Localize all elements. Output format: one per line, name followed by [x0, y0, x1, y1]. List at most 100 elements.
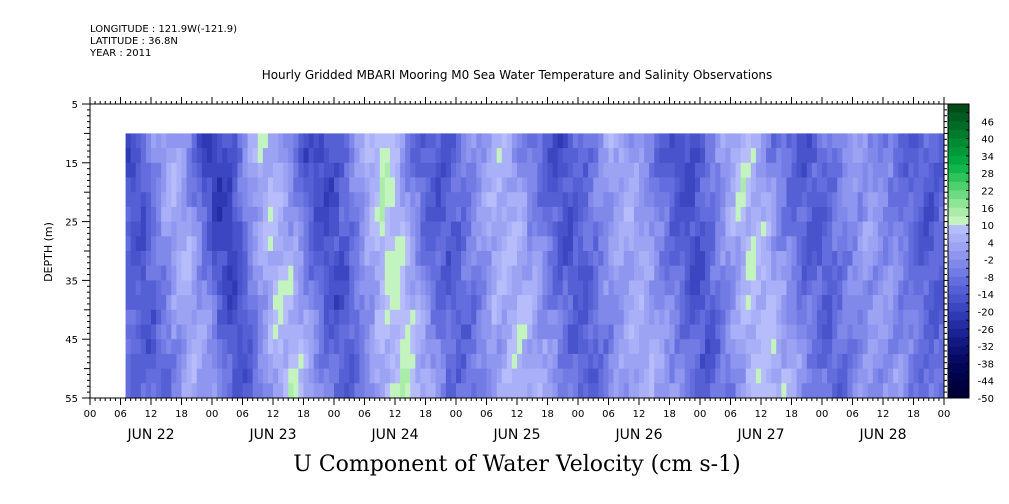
- heat-cell: [893, 177, 899, 193]
- heat-cell: [445, 353, 452, 369]
- heat-cell: [705, 206, 711, 222]
- heat-cell: [481, 383, 487, 399]
- heat-cell: [217, 383, 223, 399]
- heat-cell: [405, 280, 411, 296]
- heat-cell: [715, 339, 721, 355]
- heat-cell: [125, 265, 132, 281]
- heat-cell: [491, 221, 498, 237]
- heat-cell: [440, 148, 447, 164]
- heat-cell: [700, 295, 706, 311]
- heat-cell: [430, 162, 437, 178]
- heat-cell: [425, 177, 431, 193]
- heat-cell: [461, 309, 467, 325]
- heat-cell: [883, 368, 889, 384]
- heat-cell: [801, 206, 808, 222]
- heat-cell: [283, 236, 289, 252]
- heat-cell: [344, 324, 350, 340]
- heat-cell: [527, 265, 533, 281]
- heat-cell: [745, 148, 752, 164]
- heat-cell: [893, 265, 899, 281]
- heat-cell: [877, 206, 884, 222]
- heat-cell: [125, 339, 132, 355]
- heat-cell: [232, 295, 238, 311]
- heat-cell: [537, 353, 543, 369]
- heat-cell: [694, 280, 701, 296]
- heat-cell: [176, 133, 182, 149]
- heat-cell: [384, 236, 391, 252]
- x-tick-label: 06: [602, 409, 615, 420]
- heat-cell: [898, 162, 904, 178]
- heat-cell: [654, 236, 660, 252]
- colorbar-swatch: [948, 337, 969, 347]
- heat-cell: [471, 192, 477, 208]
- heat-cell: [572, 236, 579, 252]
- heat-cell: [364, 206, 370, 222]
- heat-cell: [852, 192, 858, 208]
- heat-cell: [872, 206, 879, 222]
- heat-cell: [476, 206, 482, 222]
- heat-cell: [583, 265, 589, 281]
- heat-cell: [608, 236, 614, 252]
- heat-cell: [883, 353, 889, 369]
- heat-cell: [578, 236, 584, 252]
- heat-cell: [410, 192, 416, 208]
- heat-cell: [628, 368, 635, 384]
- heat-cell: [344, 177, 350, 193]
- heat-cell: [435, 280, 442, 296]
- heat-cell: [913, 236, 919, 252]
- heat-cell: [684, 295, 691, 311]
- heat-cell: [827, 383, 833, 399]
- heat-cell: [771, 353, 777, 369]
- heat-cell: [796, 192, 803, 208]
- heat-cell: [171, 133, 177, 149]
- heat-cell: [928, 265, 935, 281]
- heat-cell: [938, 353, 945, 369]
- heat-cell: [267, 236, 274, 252]
- heat-cell: [140, 133, 147, 149]
- heat-cell: [700, 133, 706, 149]
- heat-cell: [384, 148, 391, 164]
- heat-cell: [298, 162, 304, 178]
- heat-cell: [852, 309, 858, 325]
- heat-cell: [323, 133, 330, 149]
- heat-cell: [720, 177, 726, 193]
- heat-cell: [161, 133, 167, 149]
- heat-cell: [562, 353, 569, 369]
- heat-cell: [323, 162, 330, 178]
- heat-cell: [201, 280, 208, 296]
- heat-cell: [755, 221, 762, 237]
- heat-cell: [537, 148, 543, 164]
- heat-cell: [140, 353, 147, 369]
- heat-cell: [664, 251, 670, 267]
- heat-cell: [750, 368, 757, 384]
- heat-cell: [420, 280, 426, 296]
- heat-cell: [339, 236, 345, 252]
- heat-cell: [481, 309, 487, 325]
- heat-cell: [445, 265, 452, 281]
- x-tick-label: 06: [480, 409, 493, 420]
- heat-cell: [557, 265, 564, 281]
- heat-cell: [766, 236, 772, 252]
- heat-cell: [684, 368, 691, 384]
- heat-cell: [334, 192, 340, 208]
- heat-cell: [461, 280, 467, 296]
- heat-cell: [730, 162, 736, 178]
- heat-cell: [811, 324, 818, 340]
- heat-cell: [374, 236, 381, 252]
- heat-cell: [918, 324, 925, 340]
- heat-cell: [623, 280, 630, 296]
- heat-cell: [171, 383, 177, 399]
- heat-cell: [425, 133, 431, 149]
- heat-cell: [273, 206, 279, 222]
- heat-cell: [532, 339, 538, 355]
- heat-cell: [547, 353, 553, 369]
- heat-cell: [669, 251, 675, 267]
- heat-cell: [694, 162, 701, 178]
- heat-cell: [710, 280, 716, 296]
- heat-cell: [273, 192, 279, 208]
- day-label: JUN 24: [370, 427, 418, 443]
- heat-cell: [893, 206, 899, 222]
- heat-cell: [745, 368, 752, 384]
- heat-cell: [684, 133, 691, 149]
- heat-cell: [567, 133, 574, 149]
